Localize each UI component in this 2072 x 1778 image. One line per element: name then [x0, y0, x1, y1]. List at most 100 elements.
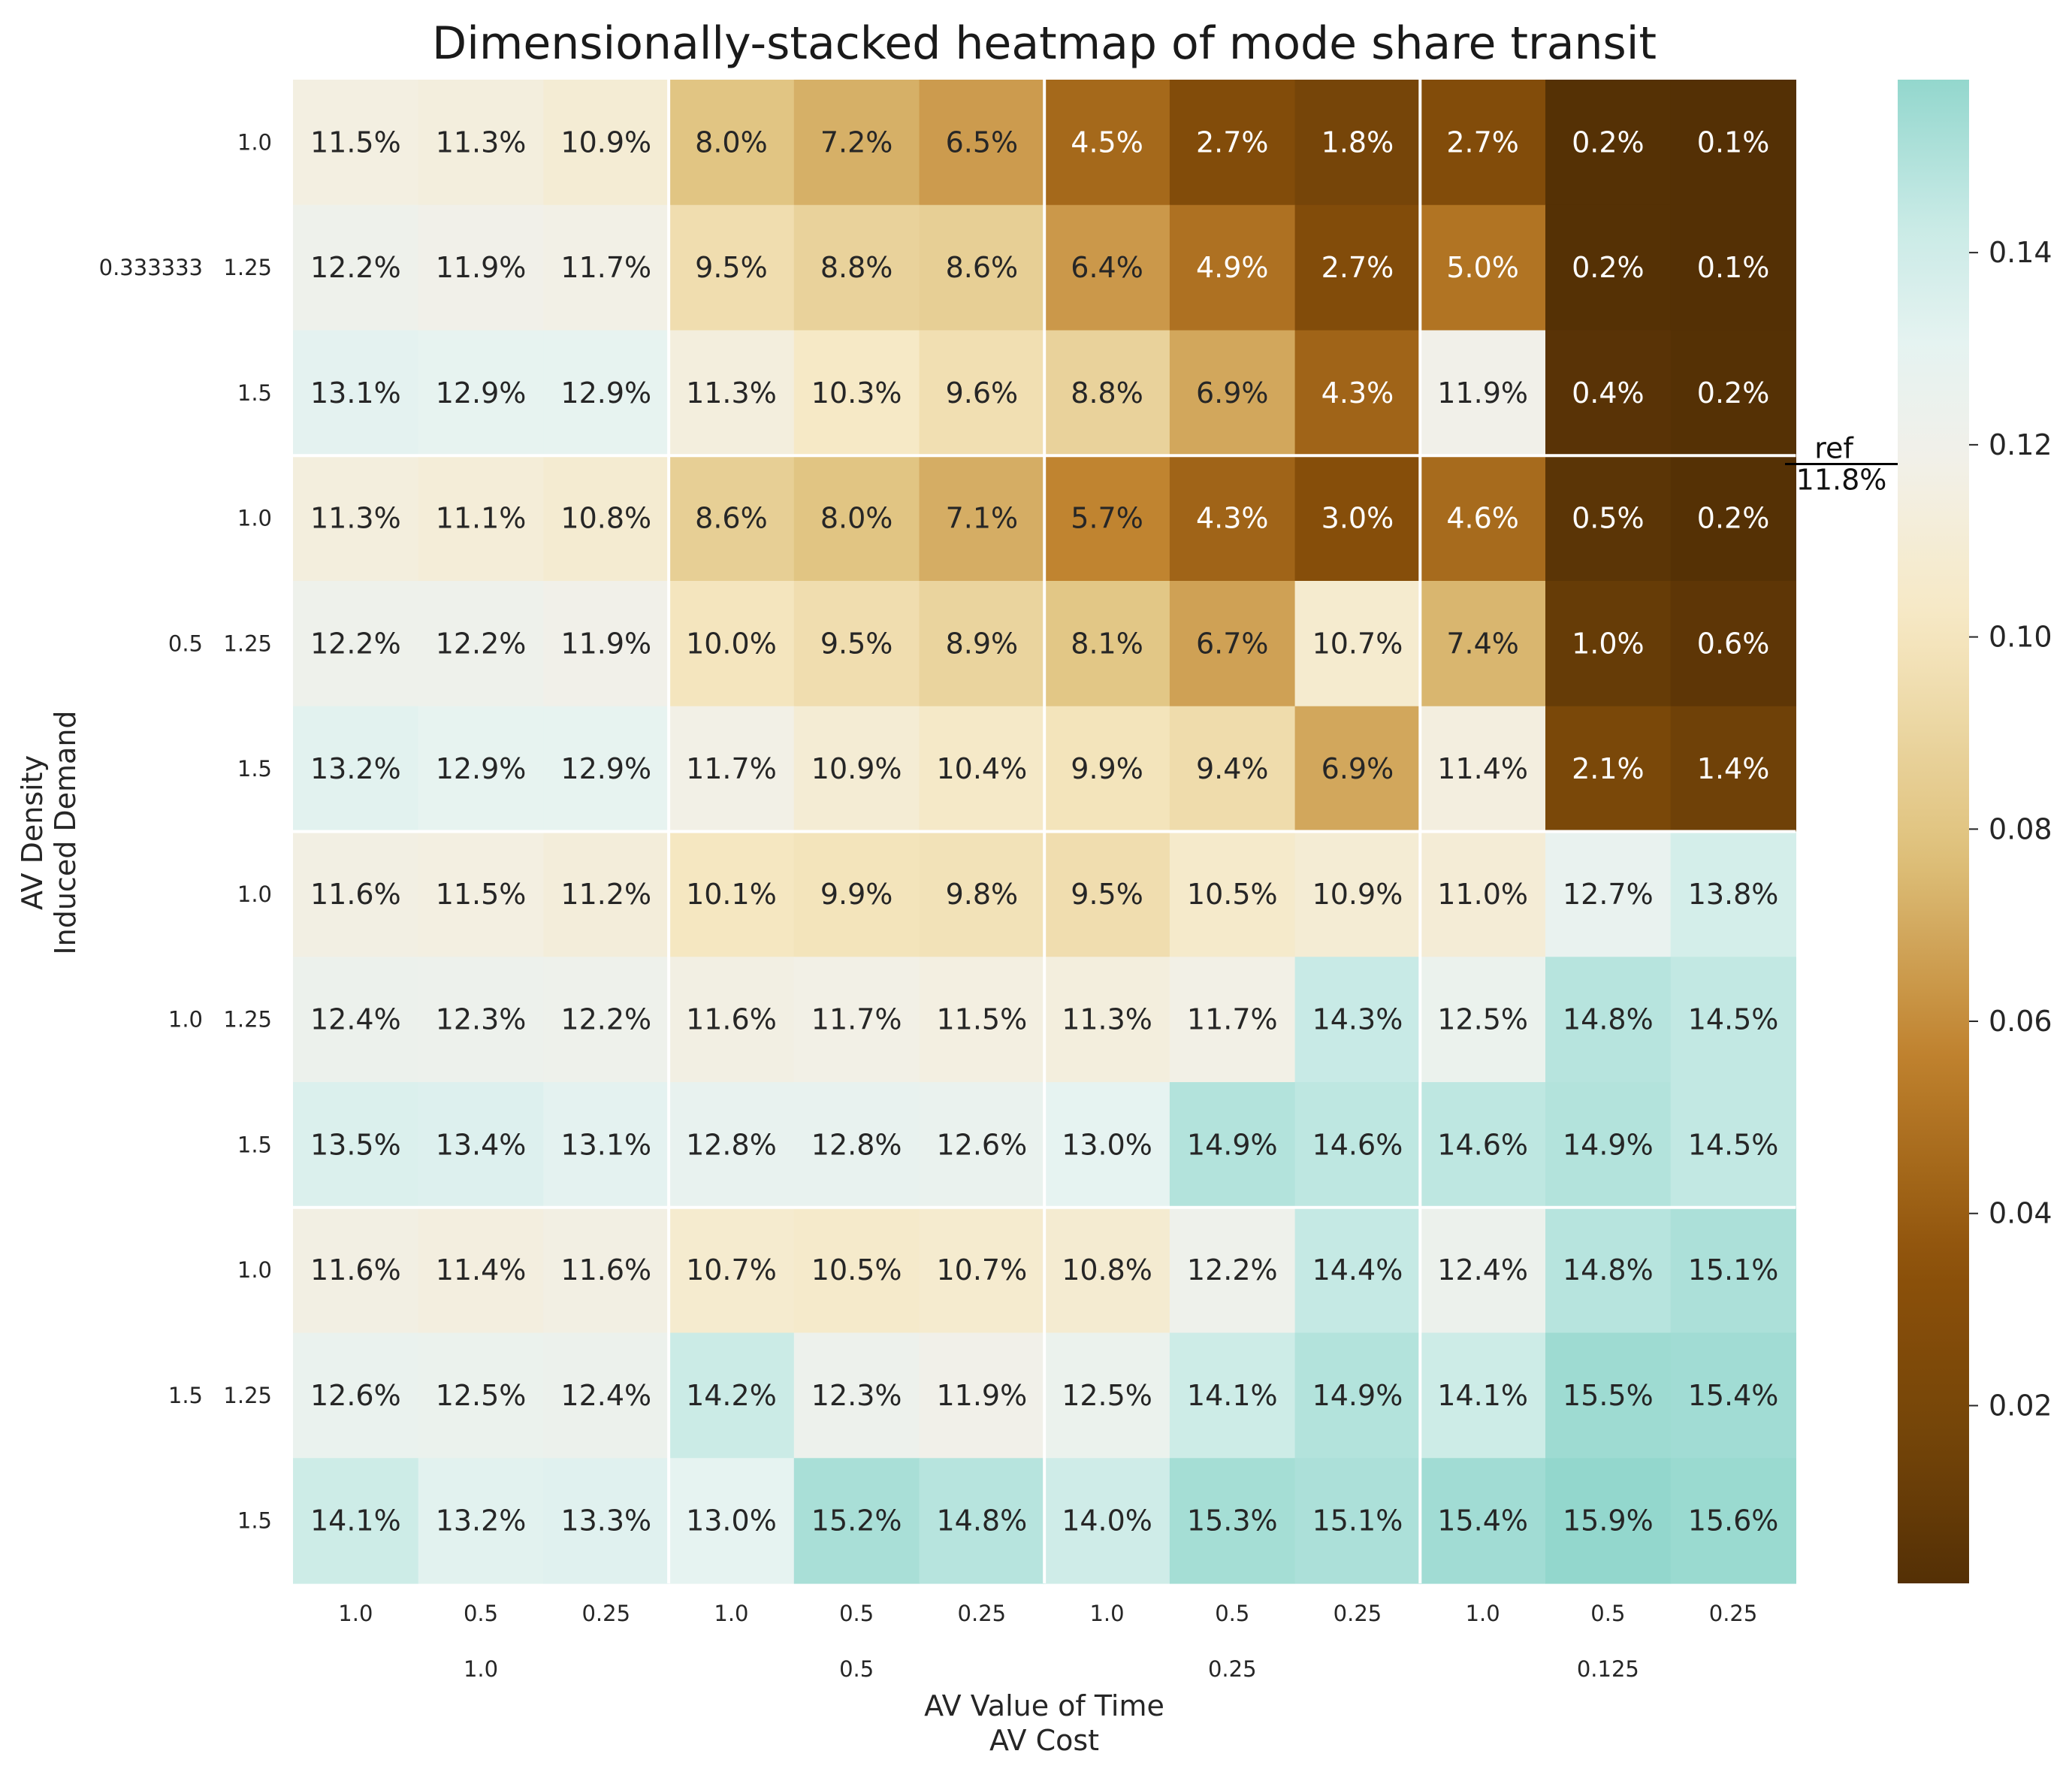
cell-value-label: 1.8% [1321, 125, 1394, 159]
heatmap-cell [919, 204, 1045, 331]
heatmap-cell [793, 1207, 920, 1334]
x-outer-tick-label: 1.0 [464, 1656, 498, 1682]
cell-value-label: 14.1% [1187, 1379, 1278, 1412]
cell-value-label: 10.0% [686, 627, 777, 660]
heatmap-cell [1044, 581, 1170, 707]
cell-value-label: 11.1% [436, 502, 527, 535]
cell-value-label: 8.0% [695, 125, 768, 159]
heatmap-cell [1294, 455, 1421, 582]
heatmap-cell [1670, 80, 1796, 206]
heatmap-cell [293, 204, 419, 331]
heatmap-cell [793, 957, 920, 1083]
cell-value-label: 13.8% [1688, 878, 1779, 911]
heatmap-cell [1545, 1458, 1672, 1584]
heatmap-cell [793, 1332, 920, 1459]
cell-value-label: 12.3% [811, 1379, 902, 1412]
heatmap-cell [1294, 831, 1421, 957]
cell-value-label: 11.3% [436, 125, 527, 159]
cell-value-label: 1.0% [1572, 627, 1645, 660]
heatmap-cell [919, 1332, 1045, 1459]
cell-value-label: 12.8% [811, 1128, 902, 1161]
cell-value-label: 11.6% [686, 1003, 777, 1036]
x-inner-tick-label: 1.0 [1089, 1601, 1124, 1626]
colorbar-reference-marker: ref 11.8% [1785, 431, 1898, 496]
heatmap-cell [669, 1332, 795, 1459]
heatmap-cell [1420, 831, 1546, 957]
cell-value-label: 12.9% [436, 752, 527, 785]
heatmap-cell [1169, 80, 1296, 206]
heatmap-cell [669, 1082, 795, 1208]
cell-value-label: 0.6% [1697, 627, 1770, 660]
y-axis-title-line1: AV Density [16, 755, 49, 910]
heatmap-cell [919, 706, 1045, 833]
heatmap-cell [1670, 204, 1796, 331]
heatmap-cell [1545, 455, 1672, 582]
heatmap-cell [1044, 330, 1170, 456]
cell-value-label: 14.4% [1312, 1253, 1403, 1287]
heatmap-cell [293, 957, 419, 1083]
heatmap-cell [543, 831, 669, 957]
x-inner-tick-label: 0.5 [1590, 1601, 1625, 1626]
cell-value-label: 13.0% [686, 1504, 777, 1538]
heatmap-cell [1169, 1332, 1296, 1459]
cell-value-label: 12.6% [936, 1128, 1027, 1161]
cell-value-label: 8.0% [820, 502, 893, 535]
heatmap-cell [1420, 1332, 1546, 1459]
cell-value-label: 11.9% [1437, 376, 1528, 410]
cell-value-label: 0.4% [1572, 376, 1645, 410]
heatmap-cell [1294, 80, 1421, 206]
cell-value-label: 9.6% [946, 376, 1019, 410]
heatmap-cell [919, 80, 1045, 206]
cell-value-label: 4.9% [1196, 251, 1269, 284]
heatmap-cell [1044, 80, 1170, 206]
cell-value-label: 12.2% [1187, 1253, 1278, 1287]
heatmap-cell [1044, 1458, 1170, 1584]
cell-value-label: 0.2% [1572, 251, 1645, 284]
heatmap-cell [1420, 1207, 1546, 1334]
cell-value-label: 4.6% [1446, 502, 1519, 535]
y-inner-tick-label: 1.5 [237, 756, 272, 782]
heatmap-cell [669, 455, 795, 582]
x-inner-tick-label: 0.25 [1709, 1601, 1758, 1626]
heatmap-cell [669, 80, 795, 206]
cell-value-label: 0.5% [1572, 502, 1645, 535]
heatmap-cell [669, 957, 795, 1083]
cell-value-label: 13.1% [310, 376, 401, 410]
cell-value-label: 12.3% [436, 1003, 527, 1036]
cell-value-label: 14.3% [1312, 1003, 1403, 1036]
heatmap-cell [669, 706, 795, 833]
heatmap-cell [418, 1458, 544, 1584]
heatmap-cell [543, 1082, 669, 1208]
heatmap-cell [919, 1458, 1045, 1584]
cell-value-label: 14.1% [310, 1504, 401, 1538]
heatmap-cell [418, 581, 544, 707]
heatmap-cell [1294, 581, 1421, 707]
cell-value-label: 11.4% [436, 1253, 527, 1287]
cell-value-label: 13.2% [436, 1504, 527, 1538]
heatmap-cell [919, 1207, 1045, 1334]
cell-value-label: 0.1% [1697, 251, 1770, 284]
cell-value-label: 2.7% [1446, 125, 1519, 159]
cell-value-label: 12.9% [560, 752, 651, 785]
cell-value-label: 9.4% [1196, 752, 1269, 785]
heatmap-cell [1294, 1332, 1421, 1459]
heatmap-cell [1545, 1332, 1672, 1459]
heatmap-cell [293, 706, 419, 833]
cell-value-label: 14.2% [686, 1379, 777, 1412]
cell-value-label: 14.5% [1688, 1003, 1779, 1036]
heatmap-cell [1670, 1332, 1796, 1459]
cell-value-label: 12.7% [1563, 878, 1654, 911]
heatmap-cell [669, 581, 795, 707]
cell-value-label: 15.3% [1187, 1504, 1278, 1538]
heatmap-cell [1169, 706, 1296, 833]
heatmap-cell [1420, 957, 1546, 1083]
heatmap-cell [418, 1332, 544, 1459]
cell-value-label: 9.9% [820, 878, 893, 911]
heatmap-cell [1044, 1207, 1170, 1334]
cell-value-label: 13.0% [1062, 1128, 1152, 1161]
y-inner-tick-label: 1.25 [223, 630, 272, 656]
heatmap-cell [293, 1207, 419, 1334]
heatmap-cell [1420, 706, 1546, 833]
cell-value-label: 10.9% [560, 125, 651, 159]
heatmap-cell [293, 1082, 419, 1208]
